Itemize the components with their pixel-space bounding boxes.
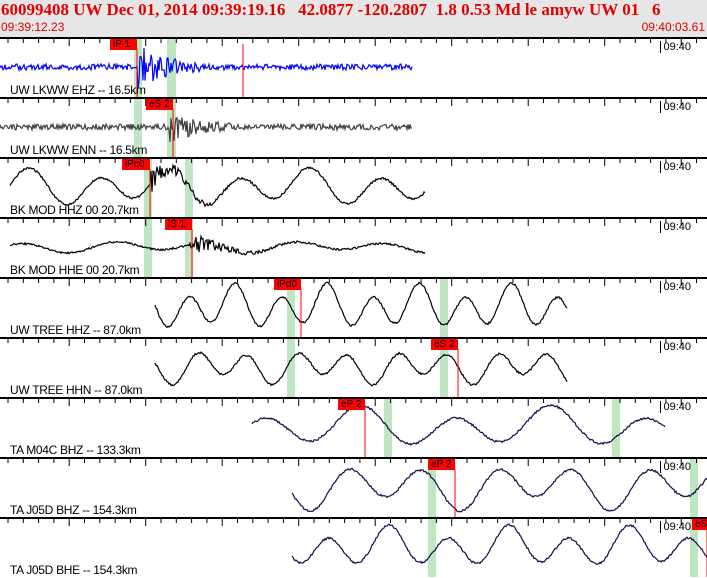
event-title: 60099408 UW Dec 01, 2014 09:39:19.16 42.…: [1, 0, 661, 19]
phase-pick-flag[interactable]: iS 1: [165, 219, 192, 230]
phase-window: [185, 219, 193, 277]
time-mark: 09:40: [660, 221, 691, 233]
waveform-trace: [154, 351, 568, 387]
time-mark: 09:40: [660, 281, 691, 293]
phase-window: [440, 279, 448, 337]
waveform-plot: [0, 39, 697, 97]
phase-pick-flag[interactable]: eP 2: [338, 399, 365, 410]
station-label: BK MOD HHZ 00 20.7km: [10, 203, 139, 217]
station-label: UW LKWW EHZ -- 16.5km: [10, 83, 146, 97]
waveform-plot: [7, 459, 707, 517]
station-label: UW TREE HHN -- 87.0km: [10, 383, 143, 397]
waveform-plot: [7, 159, 697, 217]
phase-window: [185, 159, 193, 217]
waveform-trace: [291, 523, 707, 565]
time-mark: 09:40: [660, 161, 691, 173]
trace-panel[interactable]: eS 2 UW TREE HHN -- 87.0km 09:40: [0, 337, 707, 397]
waveform-plot: [7, 279, 697, 337]
station-label: TA J05D BHE -- 154.3km: [10, 563, 138, 577]
trace-panel[interactable]: iPc0 BK MOD HHZ 00 20.7km 09:40: [0, 157, 707, 217]
phase-pick-flag[interactable]: eS: [692, 519, 707, 530]
phase-window: [134, 39, 142, 97]
phase-pick-flag[interactable]: eP 2: [428, 459, 455, 470]
waveform-trace: [9, 163, 426, 208]
station-label: UW TREE HHZ -- 87.0km: [10, 323, 141, 337]
trace-panel[interactable]: eP 2 TA J05D BHZ -- 154.3km 09:40: [0, 457, 707, 517]
waveform-plot: [7, 399, 697, 457]
station-label: TA J05D BHZ -- 154.3km: [10, 503, 137, 517]
waveform-trace: [291, 467, 707, 513]
waveform-trace: [0, 47, 413, 89]
trace-panel[interactable]: iPd0 UW TREE HHZ -- 87.0km 09:40: [0, 277, 707, 337]
waveform-plot: [7, 339, 697, 397]
waveform-trace: [9, 234, 426, 256]
start-time: 09:39:12.23: [1, 20, 65, 34]
trace-panel[interactable]: eS TA J05D BHE -- 154.3km 09:40: [0, 517, 707, 577]
trace-panel[interactable]: eS 2 UW LKWW ENN -- 16.5km 09:40: [0, 97, 707, 157]
phase-pick-flag[interactable]: iP 1: [110, 39, 137, 50]
phase-window: [690, 519, 698, 577]
end-time: 09:40:03.61: [641, 20, 705, 34]
waveform-trace: [251, 403, 666, 446]
time-mark: 09:40: [660, 341, 691, 353]
phase-pick-flag[interactable]: iPd0: [274, 279, 301, 290]
waveform-plot: [7, 519, 707, 577]
phase-pick-flag[interactable]: eS 2: [146, 99, 173, 110]
phase-window: [287, 339, 295, 397]
phase-window: [134, 99, 142, 157]
trace-panel[interactable]: eP 2 TA M04C BHZ -- 133.3km 09:40: [0, 397, 707, 457]
event-header: 60099408 UW Dec 01, 2014 09:39:19.16 42.…: [0, 0, 707, 37]
station-label: UW LKWW ENN -- 16.5km: [10, 143, 148, 157]
phase-window: [690, 459, 698, 517]
station-label: BK MOD HHE 00 20.7km: [10, 263, 140, 277]
phase-window: [144, 159, 152, 217]
waveform-plot: [7, 219, 697, 277]
trace-panel[interactable]: iP 1 UW LKWW EHZ -- 16.5km 09:40: [0, 37, 707, 97]
time-mark: 09:40: [660, 401, 691, 413]
station-label: TA M04C BHZ -- 133.3km: [10, 443, 141, 457]
time-mark: 09:40: [660, 41, 691, 53]
waveform-plot: [0, 99, 697, 157]
phase-window: [612, 399, 620, 457]
phase-window: [428, 519, 436, 577]
phase-window: [428, 459, 436, 517]
trace-panel[interactable]: iS 1 BK MOD HHE 00 20.7km 09:40: [0, 217, 707, 277]
phase-window: [440, 339, 448, 397]
time-mark: 09:40: [660, 101, 691, 113]
phase-pick-flag[interactable]: iPc0: [122, 159, 150, 170]
phase-pick-flag[interactable]: eS 2: [431, 339, 458, 350]
waveform-trace: [154, 281, 568, 329]
time-mark: 09:40: [660, 521, 691, 533]
time-mark: 09:40: [660, 461, 691, 473]
waveform-trace: [0, 116, 412, 142]
